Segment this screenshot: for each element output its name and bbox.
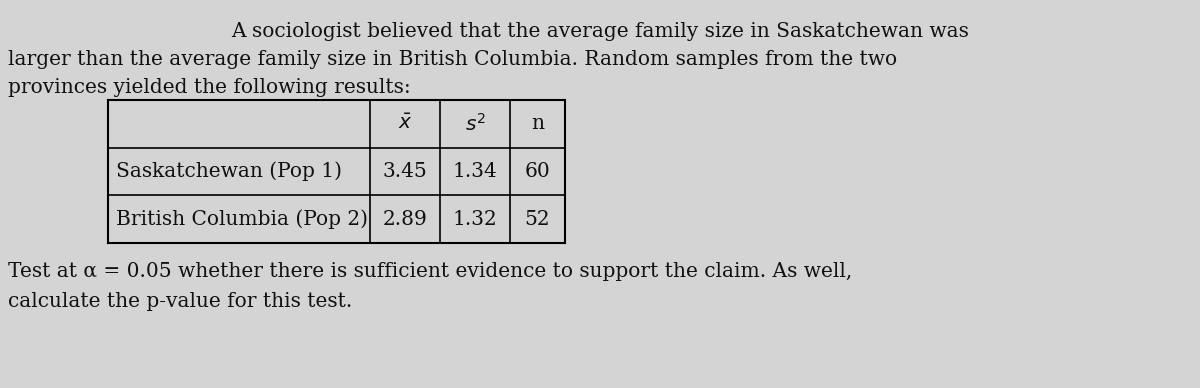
Text: larger than the average family size in British Columbia. Random samples from the: larger than the average family size in B… bbox=[8, 50, 898, 69]
Text: 1.32: 1.32 bbox=[452, 210, 497, 229]
Text: $\bar{x}$: $\bar{x}$ bbox=[397, 114, 413, 133]
Text: 52: 52 bbox=[524, 210, 551, 229]
Text: Saskatchewan (Pop 1): Saskatchewan (Pop 1) bbox=[116, 162, 342, 181]
Text: 60: 60 bbox=[524, 162, 551, 181]
Text: British Columbia (Pop 2): British Columbia (Pop 2) bbox=[116, 210, 368, 229]
Text: 1.34: 1.34 bbox=[452, 162, 497, 181]
Text: calculate the p-value for this test.: calculate the p-value for this test. bbox=[8, 292, 353, 311]
Text: A sociologist believed that the average family size in Saskatchewan was: A sociologist believed that the average … bbox=[232, 22, 968, 41]
Text: 3.45: 3.45 bbox=[383, 162, 427, 181]
Text: 2.89: 2.89 bbox=[383, 210, 427, 229]
Text: Test at α = 0.05 whether there is sufficient evidence to support the claim. As w: Test at α = 0.05 whether there is suffic… bbox=[8, 262, 852, 281]
Text: n: n bbox=[530, 114, 544, 133]
Text: provinces yielded the following results:: provinces yielded the following results: bbox=[8, 78, 410, 97]
Text: $s^2$: $s^2$ bbox=[464, 113, 486, 135]
